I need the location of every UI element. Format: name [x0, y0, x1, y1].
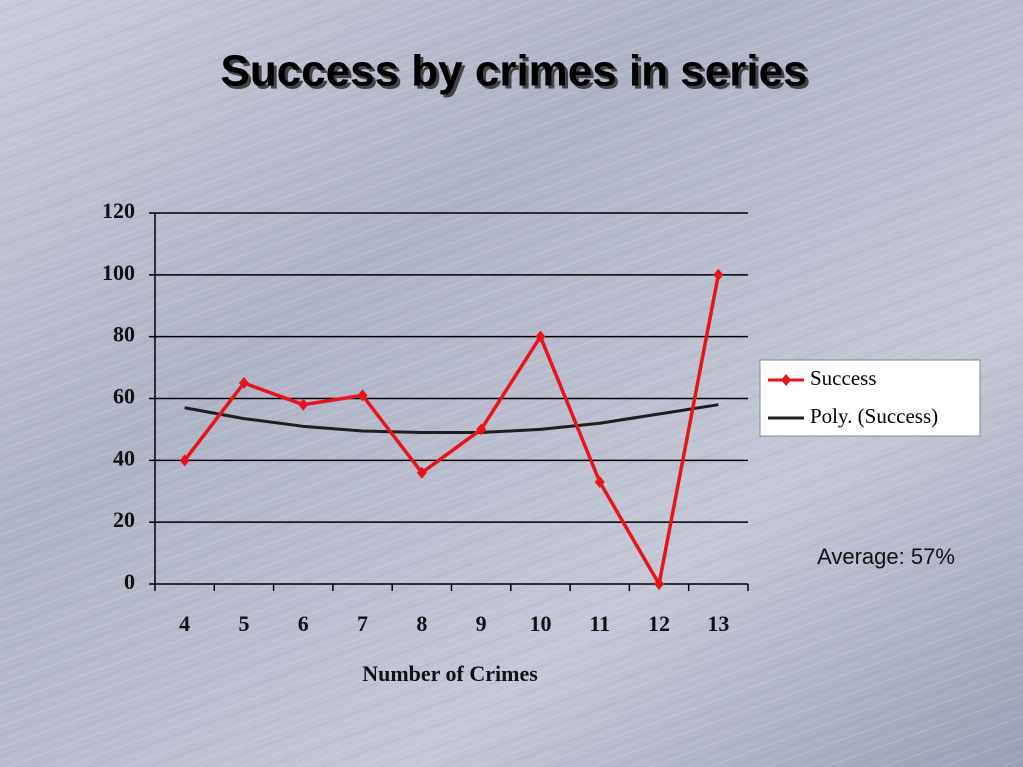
x-tick-label: 4 [179, 611, 190, 636]
data-marker [357, 389, 368, 402]
x-tick-label: 5 [238, 611, 249, 636]
legend-label: Poly. (Success) [810, 404, 938, 428]
chart-title: Success by crimes in series [220, 47, 807, 96]
legend-label: Success [810, 366, 877, 390]
y-tick-label: 120 [102, 198, 135, 223]
data-marker [594, 475, 605, 488]
x-tick-label: 9 [476, 611, 487, 636]
x-tick-label: 8 [416, 611, 427, 636]
chart-title-shadow: Success by crimes in series [223, 50, 810, 99]
data-marker [179, 454, 190, 467]
data-marker [298, 398, 309, 411]
data-line [183, 274, 721, 586]
legend-box [759, 359, 981, 437]
y-tick-label: 60 [113, 384, 135, 409]
trend-line [184, 403, 719, 435]
data-marker [238, 377, 249, 390]
y-tick-label: 0 [124, 569, 135, 594]
x-tick-label: 12 [648, 611, 670, 636]
data-marker [713, 268, 724, 281]
data-marker [416, 466, 427, 479]
data-marker [535, 330, 546, 343]
y-tick-label: 20 [113, 507, 135, 532]
data-marker [476, 423, 487, 436]
annotation: Average: 57% [817, 544, 955, 569]
y-tick-label: 100 [102, 260, 135, 285]
legend-marker [781, 374, 791, 386]
data-marker [654, 578, 665, 590]
x-tick-label: 10 [529, 611, 551, 636]
x-tick-label: 6 [298, 611, 309, 636]
y-tick-label: 40 [113, 445, 135, 470]
y-tick-label: 80 [113, 322, 135, 347]
x-tick-label: 7 [357, 611, 368, 636]
x-axis-title: Number of Crimes [362, 661, 538, 686]
x-tick-label: 11 [589, 611, 610, 636]
x-tick-label: 13 [707, 611, 729, 636]
